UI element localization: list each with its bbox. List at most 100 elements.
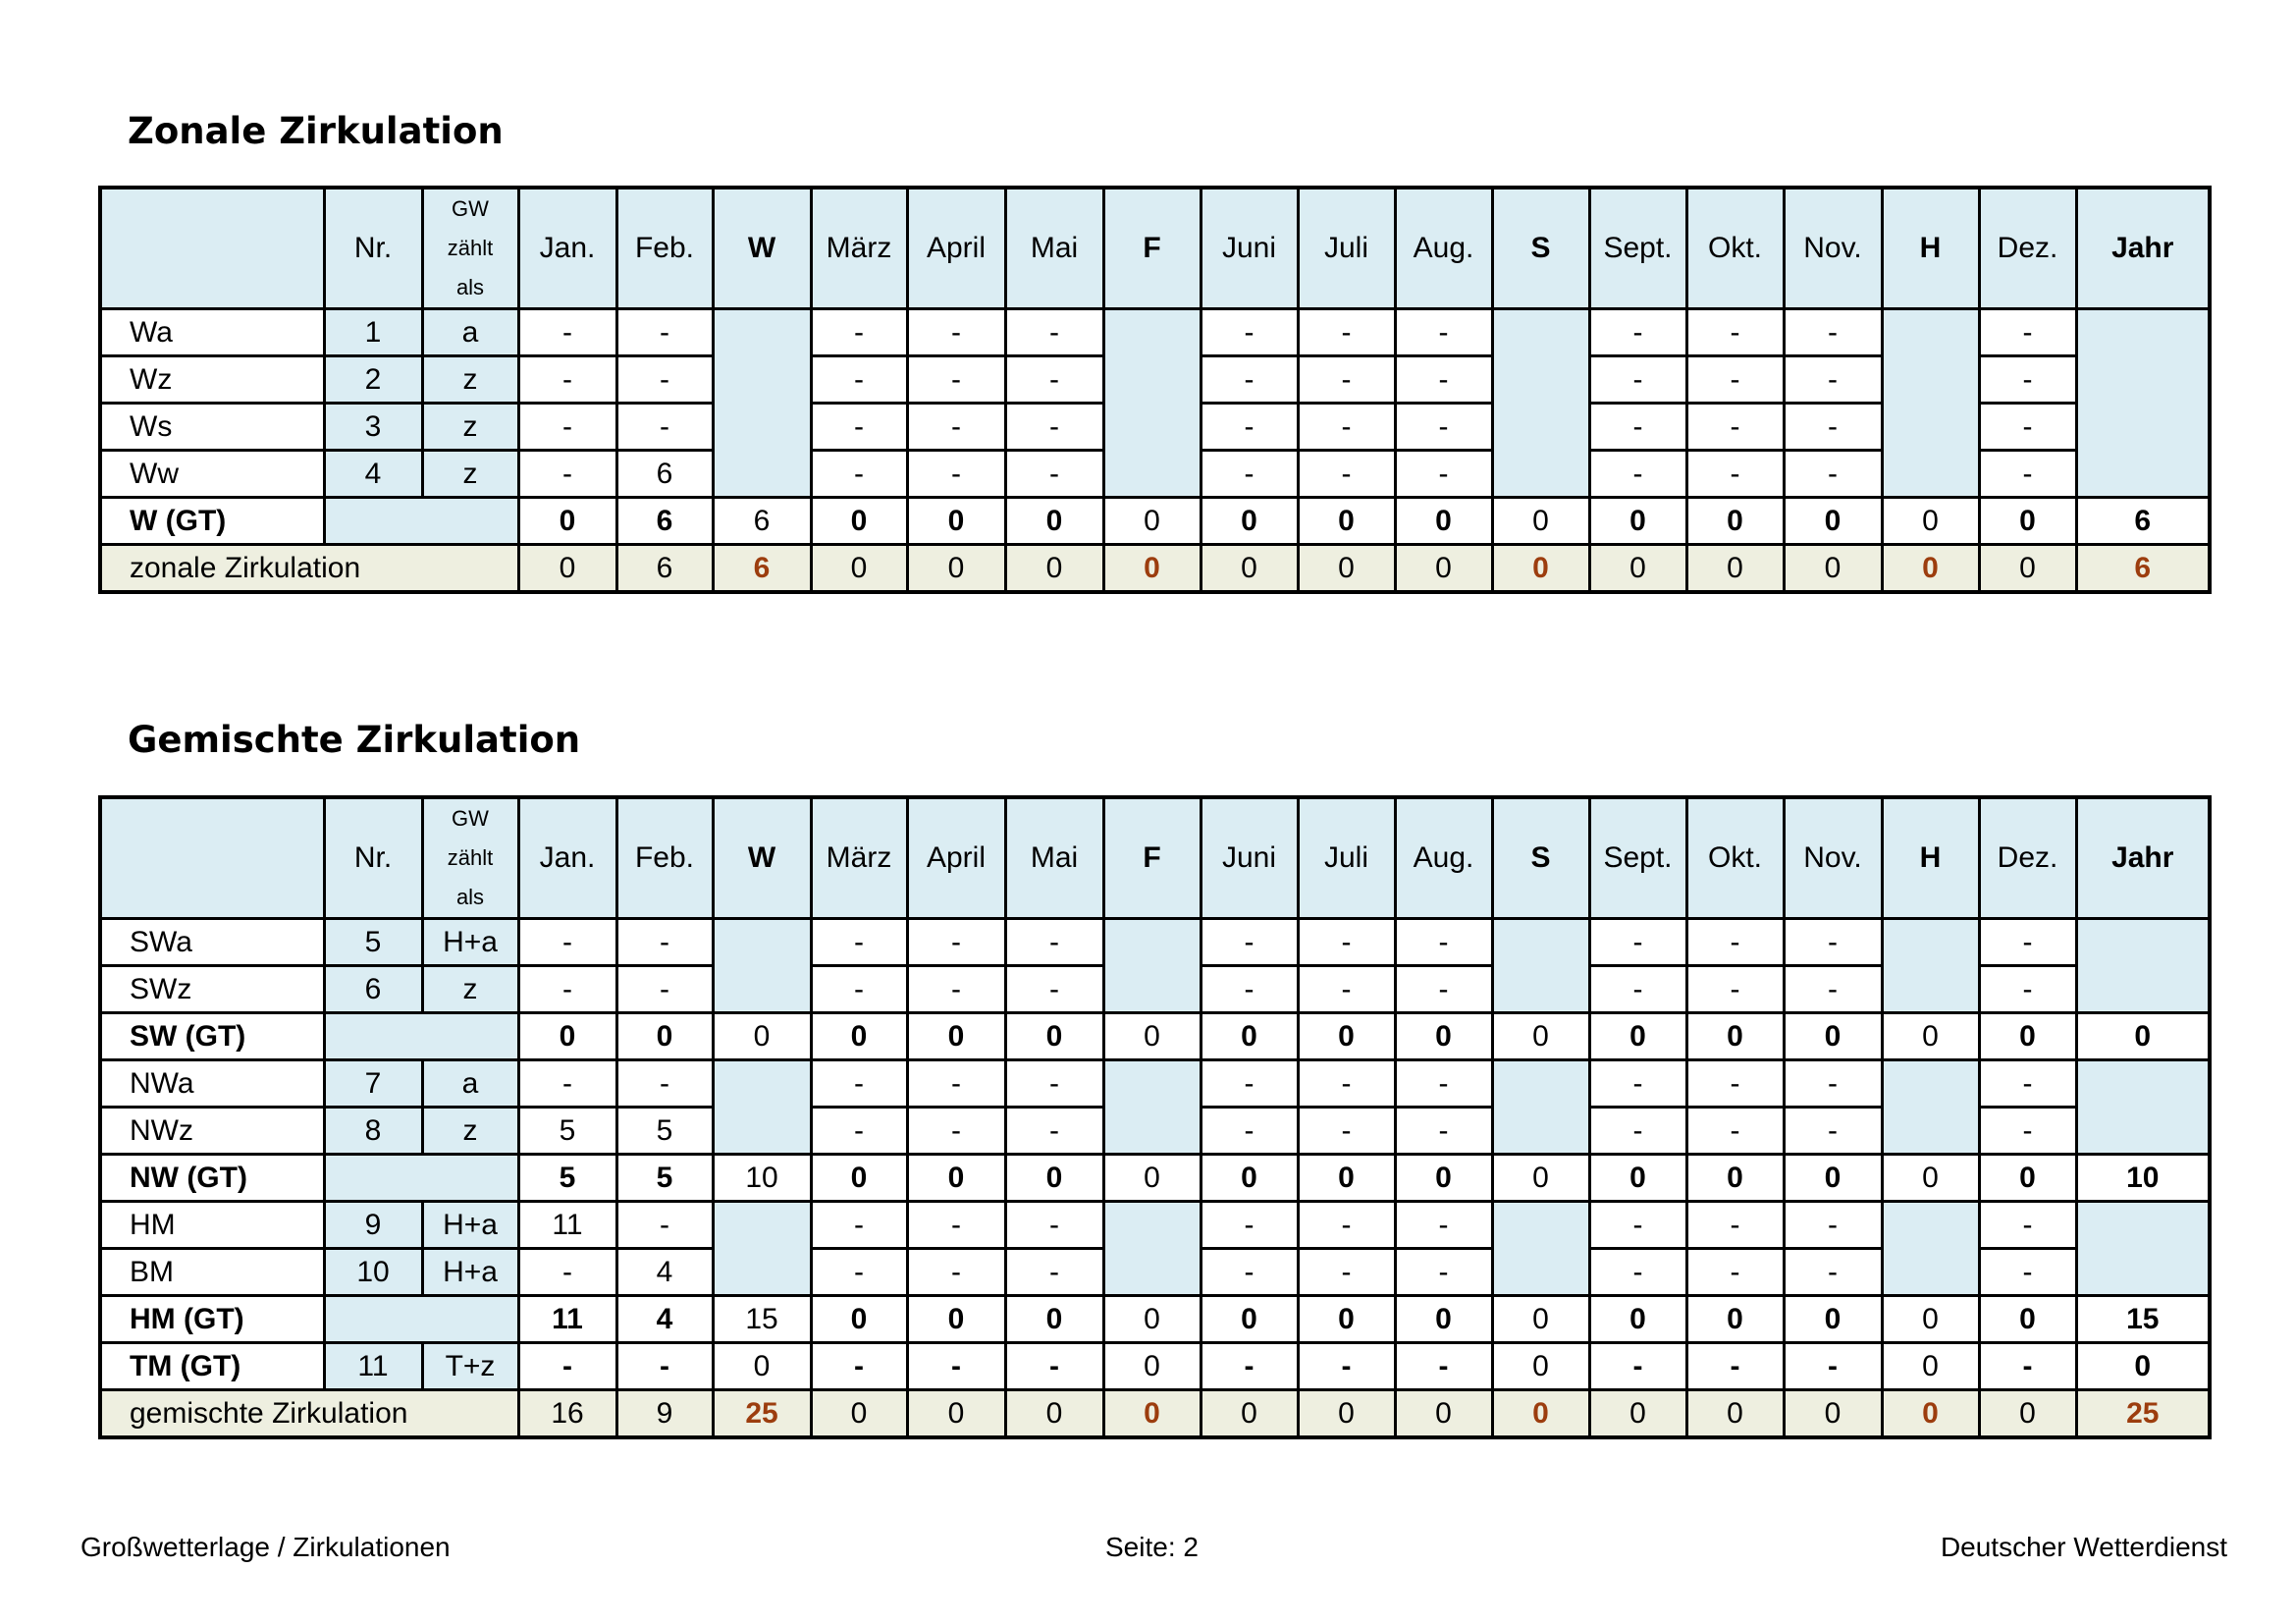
month-value: - xyxy=(809,964,909,1014)
season-merged-cell xyxy=(711,917,813,1014)
gt-value: 0 xyxy=(1393,1153,1494,1203)
row-name: NW (GT) xyxy=(98,1153,326,1203)
season-merged-cell xyxy=(2074,307,2212,499)
month-value: - xyxy=(1684,354,1786,405)
month-value: - xyxy=(905,1058,1007,1109)
gt-value: 0 xyxy=(516,1011,618,1061)
month-value: - xyxy=(809,354,909,405)
month-value: - xyxy=(1393,307,1494,357)
header-col: Nov. xyxy=(1782,186,1884,310)
footer-page-number: Seite: 2 xyxy=(1105,1532,1199,1562)
gt-value: 0 xyxy=(1977,1294,2078,1344)
sum-value: 0 xyxy=(1490,1388,1591,1439)
month-value: - xyxy=(1296,964,1397,1014)
gt-value: 0 xyxy=(905,496,1007,546)
row-name: Wz xyxy=(98,354,326,405)
sum-value: 0 xyxy=(1684,543,1786,594)
gt-value: 0 xyxy=(1880,1153,1981,1203)
header-col: Okt. xyxy=(1684,186,1786,310)
season-merged-cell xyxy=(711,1200,813,1297)
month-value: - xyxy=(1782,1247,1884,1297)
header-col: Sept. xyxy=(1587,795,1688,920)
header-gw-line: als xyxy=(455,885,485,909)
gt-value: 0 xyxy=(1977,1153,2078,1203)
row-name: W (GT) xyxy=(98,496,326,546)
month-value: 11 xyxy=(516,1200,618,1250)
month-value: - xyxy=(809,449,909,499)
month-value: - xyxy=(1003,964,1105,1014)
sum-value: 0 xyxy=(1684,1388,1786,1439)
header-gw-line: zählt xyxy=(447,845,494,870)
row-name: HM xyxy=(98,1200,326,1250)
gt-value: - xyxy=(1587,1341,1688,1391)
sum-value: 25 xyxy=(711,1388,813,1439)
month-value: - xyxy=(1782,1200,1884,1250)
sum-value: 0 xyxy=(905,543,1007,594)
header-col: H xyxy=(1880,186,1981,310)
gt-value: - xyxy=(1782,1341,1884,1391)
month-value: - xyxy=(905,1247,1007,1297)
table-row-sum: gemischte Zirkulation 16 9 25 0 0 0 0 0 0 0 0 0 0 0 0 0 2… xyxy=(98,1388,2212,1439)
month-value: - xyxy=(1003,1106,1105,1156)
header-row: Nr. GW zählt als Jan. Feb. W März April Mai F Juni J… xyxy=(98,795,2212,920)
month-value: - xyxy=(1782,449,1884,499)
sum-value: 0 xyxy=(1199,1388,1300,1439)
header-col: H xyxy=(1880,795,1981,920)
header-col: Mai xyxy=(1003,186,1105,310)
gt-value: 0 xyxy=(1490,1341,1591,1391)
gt-value: 0 xyxy=(1490,1294,1591,1344)
month-value: - xyxy=(1587,1058,1688,1109)
month-value: - xyxy=(1587,307,1688,357)
gt-value: 0 xyxy=(1587,496,1688,546)
month-value: - xyxy=(1587,1200,1688,1250)
gt-value: - xyxy=(905,1341,1007,1391)
gt-value: 0 xyxy=(1977,1011,2078,1061)
gt-value: 0 xyxy=(1199,1011,1300,1061)
month-value: - xyxy=(1003,1247,1105,1297)
month-value: - xyxy=(1003,1058,1105,1109)
gt-value: - xyxy=(1393,1341,1494,1391)
row-nr-blank xyxy=(322,1294,520,1344)
month-value: - xyxy=(1003,449,1105,499)
row-gw-type: H+a xyxy=(420,1247,520,1297)
gt-value: 0 xyxy=(1684,1153,1786,1203)
month-value: - xyxy=(1587,964,1688,1014)
month-value: - xyxy=(1977,1106,2078,1156)
month-value: - xyxy=(1393,1247,1494,1297)
season-merged-cell xyxy=(2074,917,2212,1014)
month-value: - xyxy=(1393,1200,1494,1250)
row-gw-type: a xyxy=(420,307,520,357)
header-col: Dez. xyxy=(1977,186,2078,310)
gt-value: - xyxy=(1003,1341,1105,1391)
month-value: - xyxy=(1782,307,1884,357)
sum-value: 0 xyxy=(1587,1388,1688,1439)
row-name: NWz xyxy=(98,1106,326,1156)
header-gw-counts-as: GW zählt als xyxy=(420,186,520,310)
row-name: TM (GT) xyxy=(98,1341,326,1391)
month-value: - xyxy=(1587,917,1688,967)
month-value: - xyxy=(1199,1247,1300,1297)
gt-value: 0 xyxy=(1782,1011,1884,1061)
month-value: - xyxy=(1684,307,1786,357)
row-nr: 5 xyxy=(322,917,424,967)
gt-value: 0 xyxy=(711,1011,813,1061)
month-value: - xyxy=(1684,1058,1786,1109)
header-nr: Nr. xyxy=(322,795,424,920)
row-nr: 9 xyxy=(322,1200,424,1250)
row-name: BM xyxy=(98,1247,326,1297)
month-value: - xyxy=(905,354,1007,405)
month-value: - xyxy=(1684,449,1786,499)
month-value: - xyxy=(1587,1106,1688,1156)
gt-value: 0 xyxy=(1393,1294,1494,1344)
gt-value: 0 xyxy=(1199,496,1300,546)
month-value: - xyxy=(1782,917,1884,967)
gt-value: - xyxy=(1199,1341,1300,1391)
row-name: SWa xyxy=(98,917,326,967)
gt-value: 0 xyxy=(1587,1294,1688,1344)
header-row: Nr. GW zählt als Jan. Feb. W März April Mai F Juni J… xyxy=(98,186,2212,310)
gt-value: 0 xyxy=(1880,1011,1981,1061)
month-value: - xyxy=(516,402,618,452)
sum-value: 0 xyxy=(1296,543,1397,594)
row-nr: 2 xyxy=(322,354,424,405)
row-gw-type: T+z xyxy=(420,1341,520,1391)
